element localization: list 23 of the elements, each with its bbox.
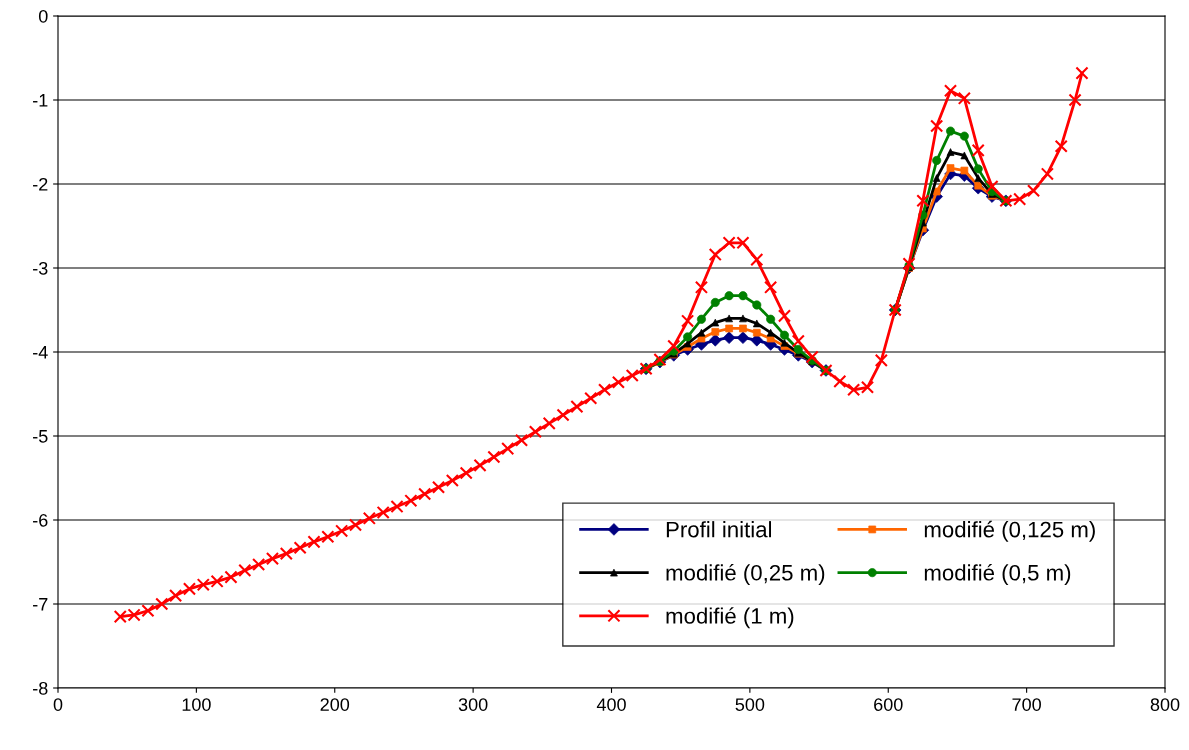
x-tick-label: 0 — [53, 698, 63, 711]
x-tick-label: 100 — [182, 698, 211, 711]
x-tick-label: 400 — [596, 698, 626, 711]
y-tick-label: -5 — [33, 430, 48, 443]
y-tick-label: -1 — [33, 94, 48, 107]
y-tick-label: -7 — [33, 598, 48, 611]
x-tick-label: 800 — [1150, 698, 1180, 711]
x-tick-label: 300 — [458, 698, 488, 711]
y-tick-label: -4 — [33, 346, 48, 359]
legend-label: modifié (0,25 m) — [666, 564, 825, 585]
y-tick-label: 0 — [38, 9, 48, 23]
y-tick-label: -6 — [33, 513, 48, 527]
legend-label: modifié (0,5 m) — [924, 564, 1071, 585]
legend-label: Profil initial — [666, 521, 772, 538]
y-tick-label: -8 — [33, 681, 48, 695]
x-tick-label: 200 — [320, 698, 350, 711]
y-tick-label: -2 — [33, 177, 48, 191]
x-tick-label: 600 — [874, 698, 903, 711]
y-tick-label: -3 — [33, 261, 48, 275]
legend-label: modifié (0,125 m) — [924, 520, 1095, 542]
legend-label: modifié (1 m) — [666, 607, 794, 629]
x-tick-label: 500 — [735, 698, 765, 711]
x-tick-label: 700 — [1012, 698, 1041, 711]
